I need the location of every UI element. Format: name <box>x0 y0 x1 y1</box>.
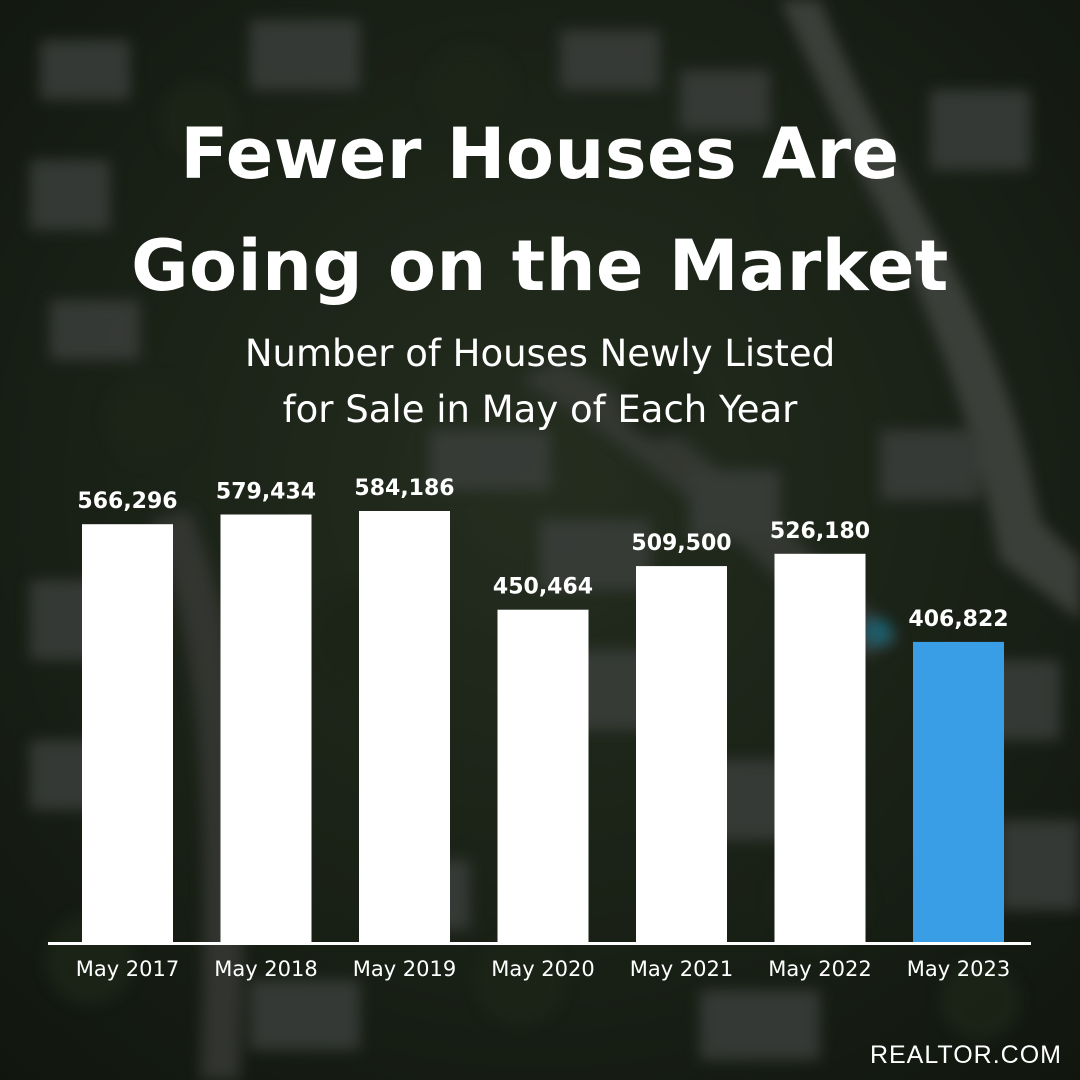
chart-title: Fewer Houses Are Going on the Market <box>40 98 1040 322</box>
bar-may-2022 <box>774 553 866 942</box>
x-tick-labels-group: May 2017 May 2018 May 2019 May 2020 May 2021… <box>76 957 1011 981</box>
data-label: 584,186 <box>354 476 454 501</box>
x-tick-label: May 2021 <box>630 957 734 981</box>
data-label: 526,180 <box>770 519 870 544</box>
bar-may-2021 <box>636 566 727 942</box>
chart-title-line-1: Fewer Houses Are <box>180 113 900 195</box>
x-tick-label: May 2017 <box>76 957 180 981</box>
source-credit: REALTOR.COM <box>869 1041 1062 1069</box>
bar-may-2018 <box>220 514 312 942</box>
chart-title-line-2: Going on the Market <box>131 225 949 307</box>
x-tick-label: May 2018 <box>214 957 318 981</box>
data-label: 579,434 <box>216 480 316 505</box>
bar-may-2020 <box>497 609 589 942</box>
x-tick-label: May 2022 <box>768 957 872 981</box>
chart-subtitle: Number of Houses Newly Listed for Sale i… <box>40 326 1040 438</box>
bar-may-2023 <box>913 641 1004 942</box>
bar-may-2019 <box>359 511 450 942</box>
x-tick-label: May 2019 <box>353 957 457 981</box>
data-label: 509,500 <box>631 531 731 556</box>
x-tick-label: May 2023 <box>907 957 1011 981</box>
bar-may-2017 <box>82 524 173 942</box>
bars-group <box>82 511 1004 942</box>
data-label: 450,464 <box>493 575 593 600</box>
chart-subtitle-line-1: Number of Houses Newly Listed <box>244 332 836 375</box>
chart-subtitle-line-2: for Sale in May of Each Year <box>282 388 798 431</box>
data-label: 566,296 <box>77 489 177 514</box>
data-labels-group: 566,296 579,434 584,186 450,464 509,500 526,1… <box>77 476 1008 632</box>
data-label: 406,822 <box>908 607 1008 632</box>
x-tick-label: May 2020 <box>491 957 595 981</box>
